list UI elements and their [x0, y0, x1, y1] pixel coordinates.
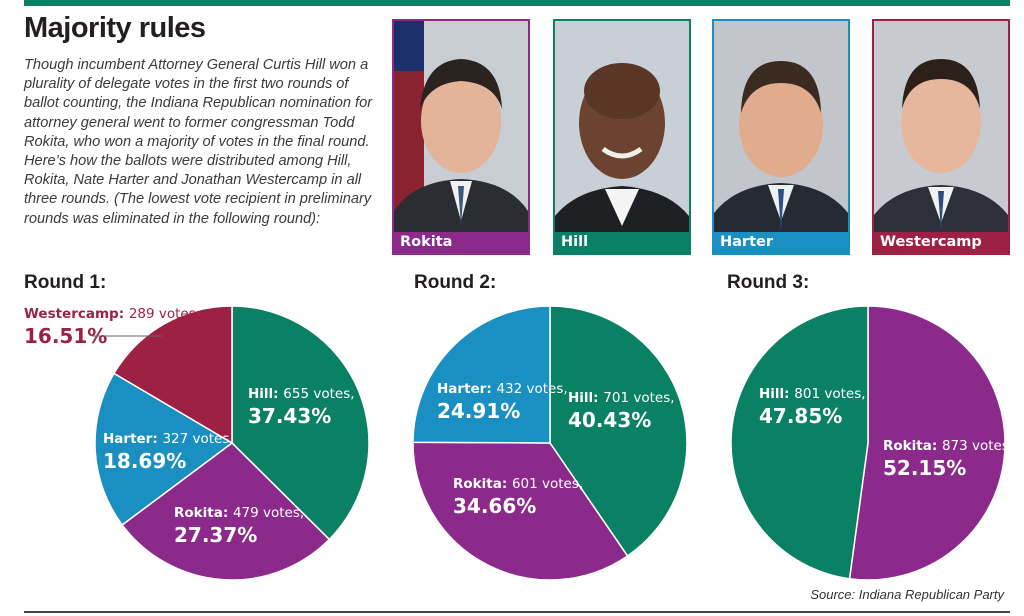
source-note: Source: Indiana Republican Party — [810, 587, 1004, 602]
slice-hill — [549, 305, 688, 557]
round-1-title: Round 1: — [24, 272, 107, 293]
slice-hill — [730, 305, 869, 580]
photo-rokita: Rokita — [392, 19, 530, 255]
label-percent-harter: 18.69% — [103, 449, 186, 473]
label-votes-hill: Hill: 801 votes, — [759, 386, 866, 402]
slice-rokita — [121, 442, 331, 581]
slice-harter — [94, 372, 234, 526]
label-percent-harter: 24.91% — [437, 399, 520, 423]
slice-westercamp — [112, 305, 233, 445]
label-percent-hill: 47.85% — [759, 404, 842, 428]
slice-rokita — [848, 305, 1006, 581]
label-votes-harter: Harter: 327 votes, — [103, 431, 234, 447]
photo-hill: Hill — [553, 19, 691, 255]
slice-rokita — [412, 441, 629, 581]
headline: Majority rules — [24, 12, 206, 44]
photo-westercamp: Westercamp — [872, 19, 1010, 255]
label-votes-rokita: Rokita: 873 votes, — [883, 438, 1013, 454]
label-votes-hill: Hill: 655 votes, — [248, 386, 355, 402]
label-percent-hill: 40.43% — [568, 408, 651, 432]
name-label-hill: Hill — [555, 232, 689, 253]
pie-round-2 — [412, 305, 688, 581]
intro-text: Though incumbent Attorney General Curtis… — [24, 57, 373, 227]
label-votes-rokita: Rokita: 601 votes, — [453, 476, 583, 492]
label-votes-hill: Hill: 701 votes, — [568, 390, 675, 406]
slice-hill — [231, 305, 370, 541]
portrait-hill — [555, 63, 689, 253]
top-rule — [24, 0, 1010, 6]
label-votes-westercamp: Westercamp: 289 votes — [24, 306, 196, 322]
label-percent-rokita: 27.37% — [174, 523, 257, 547]
round-3-title: Round 3: — [727, 272, 810, 293]
bottom-rule — [24, 611, 1010, 613]
label-percent-rokita: 34.66% — [453, 494, 536, 518]
pie-round-3 — [730, 305, 1006, 581]
round-2-title: Round 2: — [414, 272, 497, 293]
name-label-rokita: Rokita — [394, 232, 528, 253]
photo-harter: Harter — [712, 19, 850, 255]
pie-round-1 — [94, 305, 370, 581]
slice-harter — [412, 305, 551, 444]
label-percent-rokita: 52.15% — [883, 456, 966, 480]
name-label-harter: Harter — [714, 232, 848, 253]
label-percent-hill: 37.43% — [248, 404, 331, 428]
label-votes-harter: Harter: 432 votes, — [437, 381, 568, 397]
name-label-westercamp: Westercamp — [874, 232, 1008, 253]
label-votes-rokita: Rokita: 479 votes, — [174, 505, 304, 521]
